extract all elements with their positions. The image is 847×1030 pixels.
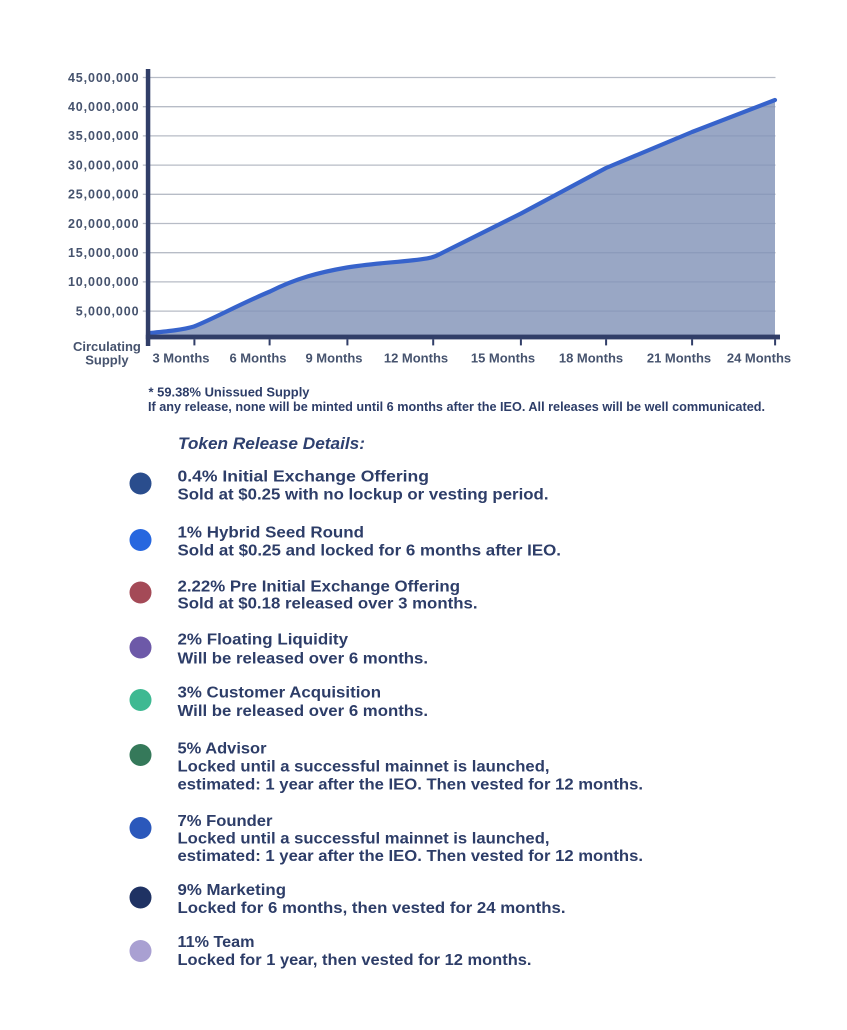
svg-text:5,000,000: 5,000,000 <box>76 304 140 318</box>
svg-text:11% Team: 11% Team <box>178 934 255 951</box>
svg-text:7% Founder: 7% Founder <box>178 813 273 830</box>
svg-text:10,000,000: 10,000,000 <box>68 275 140 289</box>
svg-text:estimated: 1 year after the IE: estimated: 1 year after the IEO. Then ve… <box>178 777 644 794</box>
svg-text:18 Months: 18 Months <box>559 351 623 366</box>
svg-text:1% Hybrid Seed Round: 1% Hybrid Seed Round <box>178 525 365 542</box>
svg-text:Locked for 1 year, then vested: Locked for 1 year, then vested for 12 mo… <box>178 952 532 969</box>
svg-text:3 Months: 3 Months <box>152 351 209 366</box>
svg-text:Sold at $0.25 and locked for 6: Sold at $0.25 and locked for 6 months af… <box>178 542 562 559</box>
svg-text:Supply: Supply <box>85 353 129 368</box>
svg-text:0.4% Initial Exchange Offering: 0.4% Initial Exchange Offering <box>178 469 430 486</box>
svg-text:Circulating: Circulating <box>73 339 141 354</box>
svg-text:* 59.38% Unissued Supply: * 59.38% Unissued Supply <box>149 384 311 399</box>
svg-text:45,000,000: 45,000,000 <box>68 71 140 85</box>
svg-text:Token Release Details:: Token Release Details: <box>178 435 365 453</box>
svg-text:35,000,000: 35,000,000 <box>68 129 140 143</box>
svg-text:Sold at $0.25 with no lockup o: Sold at $0.25 with no lockup or vesting … <box>178 486 549 503</box>
svg-text:Locked until a successful main: Locked until a successful mainnet is lau… <box>178 758 550 775</box>
svg-text:40,000,000: 40,000,000 <box>68 100 140 114</box>
svg-text:9 Months: 9 Months <box>305 351 362 366</box>
svg-text:15,000,000: 15,000,000 <box>68 246 140 260</box>
svg-text:If any release, none will be m: If any release, none will be minted unti… <box>148 399 765 414</box>
svg-text:9% Marketing: 9% Marketing <box>178 882 287 899</box>
svg-text:12 Months: 12 Months <box>384 351 448 366</box>
svg-text:5% Advisor: 5% Advisor <box>178 740 267 757</box>
svg-text:3% Customer Acquisition: 3% Customer Acquisition <box>178 684 382 701</box>
svg-text:Sold at $0.18 released over 3: Sold at $0.18 released over 3 months. <box>178 596 478 613</box>
svg-text:2.22% Pre Initial Exchange Off: 2.22% Pre Initial Exchange Offering <box>178 578 461 595</box>
svg-text:Will be released over 6 months: Will be released over 6 months. <box>178 650 429 667</box>
svg-text:24 Months: 24 Months <box>727 351 791 366</box>
svg-text:30,000,000: 30,000,000 <box>68 158 140 172</box>
svg-text:Locked until a successful main: Locked until a successful mainnet is lau… <box>178 831 550 848</box>
svg-text:25,000,000: 25,000,000 <box>68 188 140 202</box>
svg-text:estimated: 1 year after the IE: estimated: 1 year after the IEO. Then ve… <box>178 848 644 865</box>
svg-text:21 Months: 21 Months <box>647 351 711 366</box>
svg-text:2% Floating Liquidity: 2% Floating Liquidity <box>178 632 349 649</box>
svg-text:20,000,000: 20,000,000 <box>68 217 140 231</box>
svg-text:Locked for 6 months, then vest: Locked for 6 months, then vested for 24 … <box>178 900 566 917</box>
svg-text:15 Months: 15 Months <box>471 351 535 366</box>
svg-text:Will be released over 6 months: Will be released over 6 months. <box>178 703 429 720</box>
svg-text:6 Months: 6 Months <box>229 351 286 366</box>
